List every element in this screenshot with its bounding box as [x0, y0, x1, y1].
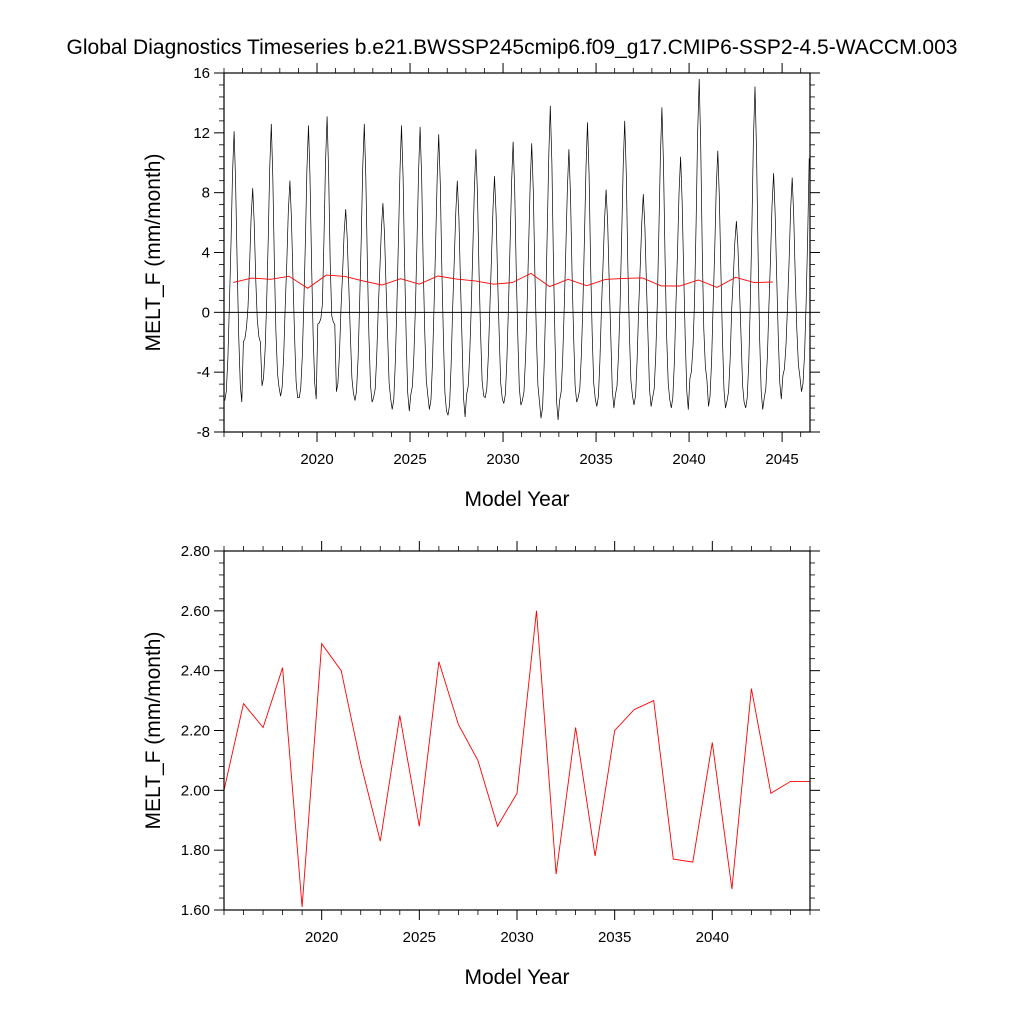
- x-tick-label: 2035: [598, 929, 631, 946]
- page-title: Global Diagnostics Timeseries b.e21.BWSS…: [66, 36, 958, 59]
- x-axis-title: Model Year: [464, 488, 569, 511]
- monthly-timeseries-panel: 2020 2025 2030 2035 2040 2045 -8 -4 0 4 8 12 16 Model…: [142, 63, 820, 511]
- x-axis-title: Model Year: [464, 966, 569, 989]
- y-tick-label: -4: [197, 364, 210, 381]
- y-tick-label: 8: [202, 185, 210, 202]
- x-tick-label: 2030: [486, 451, 519, 468]
- annual-mean-line: [224, 610, 810, 908]
- monthly-series-line: [224, 78, 810, 421]
- plot-frame: [223, 72, 811, 433]
- x-tick-label: 2035: [579, 451, 612, 468]
- annual-mean-line: [233, 272, 773, 289]
- y-tick-label: -8: [197, 424, 210, 441]
- x-tick-label: 2020: [305, 929, 338, 946]
- x-tick-label: 2040: [672, 451, 705, 468]
- x-tick-label: 2040: [696, 929, 729, 946]
- y-tick-label: 0: [202, 304, 210, 321]
- x-tick-label: 2030: [500, 929, 533, 946]
- y-tick-label: 2.20: [181, 723, 210, 740]
- plot-frame: [223, 550, 811, 911]
- y-tick-label: 2.00: [181, 782, 210, 799]
- y-tick-label: 16: [193, 65, 210, 82]
- y-tick-label: 4: [202, 245, 210, 262]
- y-tick-label: 2.80: [181, 543, 210, 560]
- y-axis-title: MELT_F (mm/month): [142, 154, 165, 352]
- y-tick-label: 12: [193, 125, 210, 142]
- x-tick-label: 2025: [403, 929, 436, 946]
- y-tick-label: 1.60: [181, 902, 210, 919]
- annual-timeseries-panel: 2020 2025 2030 2035 2040 1.60 1.80 2.00 2.20 2.40…: [142, 541, 820, 989]
- y-tick-label: 1.80: [181, 842, 210, 859]
- x-tick-label: 2045: [765, 451, 798, 468]
- x-tick-label: 2025: [393, 451, 426, 468]
- y-tick-label: 2.40: [181, 663, 210, 680]
- y-tick-label: 2.60: [181, 603, 210, 620]
- y-axis-title: MELT_F (mm/month): [142, 632, 165, 830]
- x-tick-label: 2020: [300, 451, 333, 468]
